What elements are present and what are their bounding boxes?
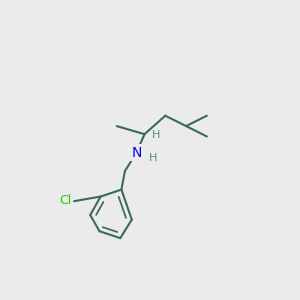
- Text: H: H: [152, 130, 160, 140]
- Text: N: N: [131, 146, 142, 160]
- Text: H: H: [149, 153, 158, 164]
- Text: Cl: Cl: [59, 194, 72, 206]
